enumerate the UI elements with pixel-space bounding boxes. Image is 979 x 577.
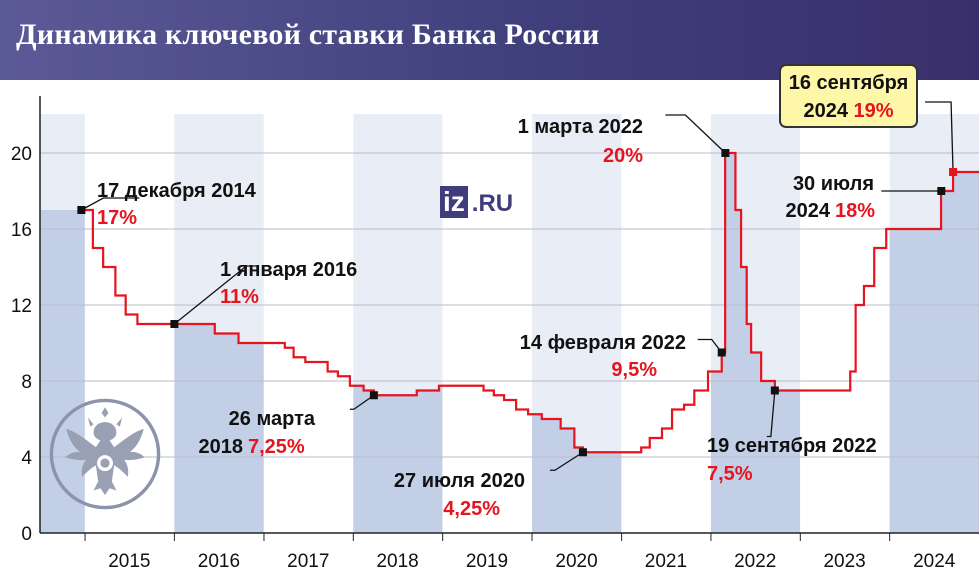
annotation-leader: [549, 451, 584, 471]
annotation-marker: [717, 348, 726, 357]
annotation-date: 27 июля 2020: [394, 470, 525, 492]
annotation-leader: [665, 114, 726, 154]
annotation-date: 14 февраля 2022: [520, 332, 686, 354]
annotation-value: 11%: [220, 286, 259, 308]
annotation-value: 17%: [97, 207, 137, 229]
annotation-marker: [721, 149, 730, 157]
annotation-date: 26 марта: [229, 408, 316, 430]
x-tick-label: 2016: [198, 551, 240, 572]
annotation-leader: [81, 197, 140, 211]
callout-value: 19%: [853, 100, 894, 122]
annotation-date: 1 января 2016: [220, 259, 357, 281]
y-tick-label: 0: [21, 524, 32, 545]
annotation-leader: [766, 390, 776, 438]
annotation-value: 20%: [603, 145, 643, 167]
x-tick-label: 2017: [287, 551, 329, 572]
latest-rate-callout: 16 сентября 2024 19%: [779, 64, 918, 128]
annotation-leader: [697, 338, 723, 353]
annotation-leader: [349, 394, 375, 410]
annotation-year: 2018: [199, 436, 244, 458]
chart-title: Динамика ключевой ставки Банка России: [16, 18, 600, 51]
annotation-value: 7,5%: [707, 463, 753, 485]
year-band: [263, 114, 354, 533]
annotation-marker: [770, 386, 779, 395]
annotation-value: 9,5%: [611, 359, 657, 381]
x-tick-label: 2023: [823, 551, 865, 572]
annotation-leader: [173, 265, 257, 325]
annotation-year: 2024: [786, 200, 831, 222]
rate-line: [81, 151, 979, 454]
x-tick-label: 2022: [734, 551, 776, 572]
annotation-leader: [925, 101, 954, 173]
logo-mark: iz: [440, 186, 468, 218]
x-tick-label: 2018: [376, 551, 418, 572]
year-band: [442, 114, 532, 533]
x-tick-label: 2021: [645, 551, 687, 572]
annotation-marker: [578, 448, 587, 457]
logo-suffix: .RU: [471, 190, 514, 217]
x-tick-label: 2020: [555, 551, 597, 572]
annotation-date: 19 сентября 2022: [707, 435, 877, 457]
year-band: [621, 114, 711, 533]
annotation-marker: [949, 168, 958, 176]
y-tick-label: 12: [11, 296, 32, 317]
callout-year: 2024: [803, 100, 848, 122]
annotation-marker: [170, 320, 179, 328]
y-tick-label: 8: [21, 372, 32, 393]
iz-ru-logo: iz .RU: [440, 186, 513, 218]
x-tick-label: 2024: [913, 551, 956, 572]
y-tick-label: 20: [11, 144, 32, 165]
x-tick-label: 2015: [108, 551, 150, 572]
annotation-date: 30 июля: [793, 173, 874, 195]
annotation-value: 4,25%: [443, 498, 500, 520]
x-tick-label: 2019: [466, 551, 508, 572]
y-tick-label: 16: [11, 220, 32, 241]
annotation-value: 7,25%: [248, 436, 305, 458]
annotation-value: 18%: [835, 200, 875, 222]
bank-of-russia-eagle-icon: [49, 398, 161, 510]
annotation-marker: [369, 391, 378, 400]
annotation-marker: [77, 206, 86, 214]
year-band: [800, 114, 890, 533]
y-tick-label: 4: [21, 448, 32, 469]
chart-header: Динамика ключевой ставки Банка России: [0, 0, 979, 80]
annotation-date: 1 марта 2022: [518, 116, 643, 138]
callout-date: 16 сентября: [788, 72, 909, 94]
annotation-date: 17 декабря 2014: [97, 180, 257, 202]
annotation-marker: [937, 187, 946, 195]
